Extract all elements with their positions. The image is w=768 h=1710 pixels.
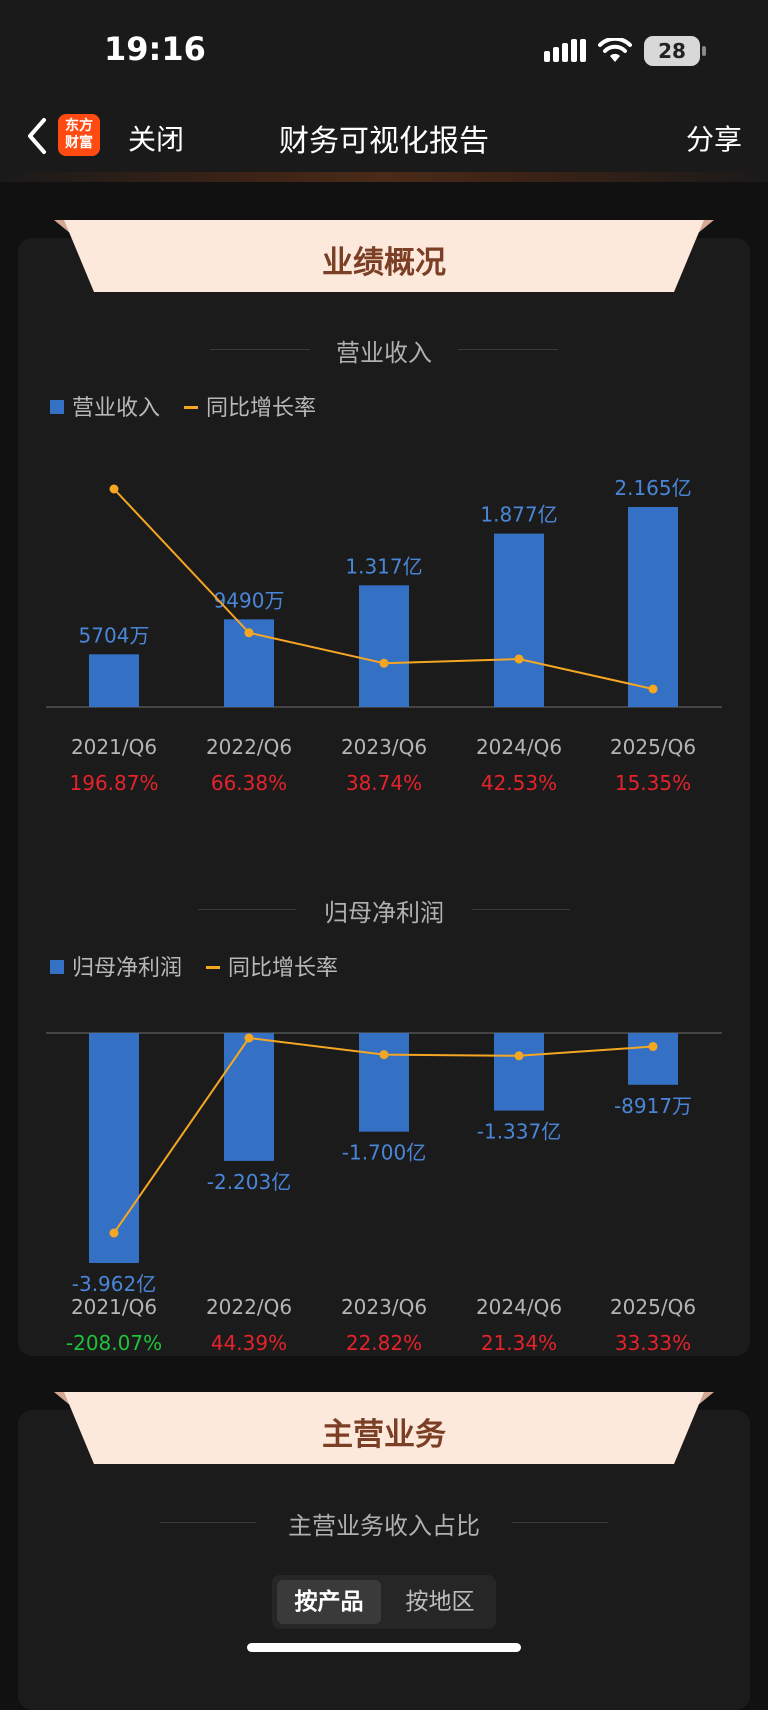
home-indicator bbox=[247, 1643, 521, 1652]
growth-rate-label: 44.39% bbox=[211, 1331, 287, 1355]
title-rule-right bbox=[458, 349, 558, 350]
main-business-banner bbox=[54, 1392, 714, 1464]
growth-point bbox=[379, 658, 389, 668]
growth-rate-label: 21.34% bbox=[481, 1331, 557, 1355]
profit-bar-label: -2.203亿 bbox=[207, 1170, 291, 1194]
profit-chart: -3.962亿 -2.203亿 -1.700亿 -1.337亿 -8917万 2021/Q… bbox=[46, 1032, 722, 1355]
bar-legend-swatch bbox=[50, 400, 64, 414]
growth-rate-label: 15.35% bbox=[615, 771, 691, 795]
nav-divider bbox=[0, 172, 768, 182]
growth-point bbox=[514, 654, 524, 664]
title-rule-left bbox=[160, 1522, 256, 1523]
title-rule-left bbox=[210, 349, 310, 350]
back-chevron-icon[interactable] bbox=[22, 116, 52, 156]
revenue-bar-label: 1.317亿 bbox=[345, 554, 422, 578]
growth-rate-label: 66.38% bbox=[211, 771, 287, 795]
growth-rate-label: 42.53% bbox=[481, 771, 557, 795]
revenue-chart-title: 营业收入 bbox=[336, 339, 432, 367]
revenue-legend-line-label: 同比增长率 bbox=[206, 396, 317, 421]
close-button[interactable]: 关闭 bbox=[128, 123, 185, 156]
growth-point bbox=[648, 1042, 658, 1052]
profit-bar-label: -3.962亿 bbox=[72, 1272, 156, 1296]
growth-rate-label: 33.33% bbox=[615, 1331, 691, 1355]
battery-level: 28 bbox=[658, 39, 686, 63]
revenue-bar bbox=[628, 507, 678, 707]
x-tick-label: 2023/Q6 bbox=[341, 735, 427, 759]
main-business-banner-title: 主营业务 bbox=[322, 1417, 446, 1453]
growth-point bbox=[244, 628, 254, 638]
tab-by-product[interactable]: 按产品 bbox=[277, 1580, 381, 1624]
growth-rate-label: 196.87% bbox=[70, 771, 159, 795]
battery-cap bbox=[702, 46, 706, 56]
revenue-bar-label: 5704万 bbox=[79, 623, 150, 647]
profit-legend-bar-label: 归母净利润 bbox=[72, 956, 183, 981]
growth-rate-label: -208.07% bbox=[66, 1331, 162, 1355]
revenue-chart: 5704万 9490万 1.317亿 1.877亿 2.165亿 2021/Q6 2022/… bbox=[46, 476, 722, 795]
tab-by-region[interactable]: 按地区 bbox=[405, 1589, 475, 1615]
wifi-icon bbox=[598, 38, 632, 62]
battery-icon bbox=[644, 36, 700, 66]
profit-bar-label: -1.700亿 bbox=[342, 1141, 426, 1165]
share-button[interactable]: 分享 bbox=[685, 123, 742, 156]
revenue-bar bbox=[359, 585, 409, 707]
x-tick-label: 2021/Q6 bbox=[71, 1295, 157, 1319]
profit-bar bbox=[359, 1033, 409, 1132]
x-tick-label: 2021/Q6 bbox=[71, 735, 157, 759]
growth-point bbox=[379, 1050, 389, 1060]
revenue-bar-label: 2.165亿 bbox=[614, 476, 691, 500]
x-tick-label: 2022/Q6 bbox=[206, 1295, 292, 1319]
revenue-bar bbox=[494, 533, 544, 707]
x-tick-label: 2023/Q6 bbox=[341, 1295, 427, 1319]
x-tick-label: 2024/Q6 bbox=[476, 735, 562, 759]
line-legend-swatch bbox=[184, 406, 199, 409]
profit-bar-label: -8917万 bbox=[614, 1094, 692, 1118]
revenue-legend: 营业收入 同比增长率 bbox=[50, 390, 316, 422]
title-rule-left bbox=[198, 909, 296, 910]
profit-bar bbox=[494, 1033, 544, 1111]
app-logo[interactable]: 东方 财富 bbox=[58, 114, 100, 156]
top-nav bbox=[0, 100, 768, 172]
revenue-legend-bar-label: 营业收入 bbox=[72, 396, 161, 421]
revenue-bar-label: 9490万 bbox=[214, 588, 285, 612]
profit-bar-label: -1.337亿 bbox=[477, 1120, 561, 1144]
line-legend-swatch bbox=[206, 966, 221, 969]
business-share-title: 主营业务收入占比 bbox=[288, 1512, 480, 1540]
status-bar bbox=[0, 0, 768, 100]
x-tick-label: 2025/Q6 bbox=[610, 1295, 696, 1319]
profit-chart-title: 归母净利润 bbox=[324, 899, 444, 927]
revenue-bar bbox=[89, 654, 139, 707]
performance-card bbox=[18, 238, 750, 1356]
bar-legend-swatch bbox=[50, 960, 64, 974]
growth-point bbox=[109, 1228, 119, 1238]
growth-point bbox=[109, 484, 119, 494]
title-rule-right bbox=[512, 1522, 608, 1523]
page-title: 财务可视化报告 bbox=[279, 124, 489, 159]
x-tick-label: 2025/Q6 bbox=[610, 735, 696, 759]
performance-banner bbox=[54, 220, 714, 292]
logo-line-2: 财富 bbox=[65, 135, 93, 151]
profit-bar bbox=[628, 1033, 678, 1085]
growth-point bbox=[244, 1033, 254, 1043]
growth-rate-label: 38.74% bbox=[346, 771, 422, 795]
profit-bar bbox=[89, 1033, 139, 1263]
logo-line-1: 东方 bbox=[65, 118, 93, 134]
status-time: 19:16 bbox=[104, 30, 206, 68]
x-tick-label: 2022/Q6 bbox=[206, 735, 292, 759]
profit-legend: 归母净利润 同比增长率 bbox=[50, 950, 338, 982]
growth-rate-label: 22.82% bbox=[346, 1331, 422, 1355]
performance-banner-title: 业绩概况 bbox=[322, 245, 446, 281]
growth-point bbox=[648, 684, 658, 694]
title-rule-right bbox=[472, 909, 570, 910]
profit-legend-line-label: 同比增长率 bbox=[228, 956, 339, 981]
growth-point bbox=[514, 1051, 524, 1061]
x-tick-label: 2024/Q6 bbox=[476, 1295, 562, 1319]
revenue-bar-label: 1.877亿 bbox=[480, 503, 557, 527]
profit-bar bbox=[224, 1033, 274, 1161]
cellular-signal-icon bbox=[544, 39, 586, 62]
